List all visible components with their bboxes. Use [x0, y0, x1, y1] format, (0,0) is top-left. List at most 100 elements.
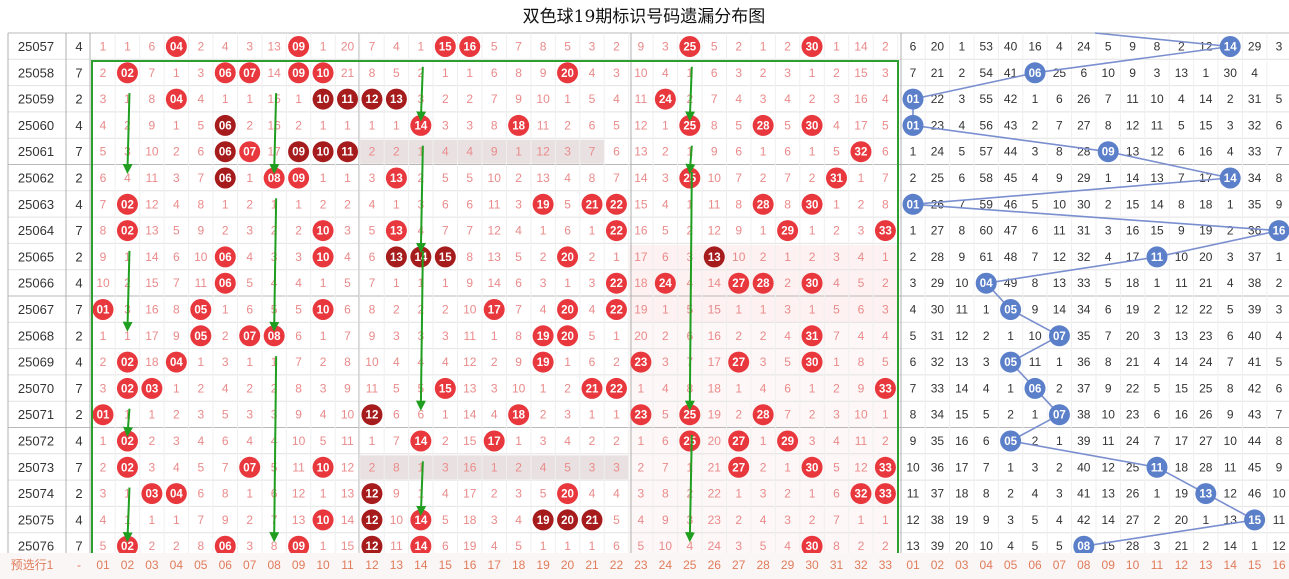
red-ball-number: 28	[757, 278, 770, 290]
miss-count: 1	[613, 250, 620, 264]
side-value: 2	[75, 92, 82, 107]
blue-miss-count: 2	[1276, 276, 1283, 290]
red-ball	[728, 456, 750, 478]
miss-count: 3	[515, 487, 522, 501]
blue-miss-count: 2	[983, 329, 990, 343]
red-ball-number: 19	[537, 199, 550, 211]
miss-count: 1	[418, 276, 425, 290]
miss-count: 5	[515, 539, 522, 553]
red-ball	[410, 535, 432, 557]
red-ball	[239, 141, 261, 163]
miss-count: 5	[295, 303, 302, 317]
miss-count: 8	[515, 66, 522, 80]
miss-count: 3	[564, 145, 571, 159]
blue-miss-count: 59	[980, 197, 994, 211]
blue-miss-count: 33	[931, 381, 945, 395]
side-value: 2	[75, 171, 82, 186]
blue-miss-count: 3	[1276, 40, 1283, 54]
red-ball-number: 31	[806, 331, 819, 343]
footer-red-number: 15	[439, 558, 453, 572]
blue-miss-count: 1	[1007, 460, 1014, 474]
miss-count: 2	[418, 303, 425, 317]
miss-count: 5	[173, 224, 180, 238]
miss-count: 1	[320, 40, 327, 54]
miss-count: 2	[246, 513, 253, 527]
miss-count: 8	[222, 487, 229, 501]
miss-count: 3	[784, 303, 791, 317]
blue-miss-count: 2	[1056, 460, 1063, 474]
red-ball	[141, 483, 163, 505]
side-value: 7	[75, 223, 82, 238]
miss-count: 13	[536, 171, 550, 185]
green-arrows	[122, 66, 696, 543]
miss-count: 8	[491, 118, 498, 132]
miss-count: 1	[320, 487, 327, 501]
miss-count: 11	[146, 171, 159, 185]
trend-segment	[912, 72, 1036, 100]
miss-count: 1	[320, 118, 327, 132]
footer-blue-number: 07	[1053, 558, 1067, 572]
blue-miss-count: 30	[1077, 197, 1091, 211]
miss-count: 7	[882, 171, 889, 185]
miss-count: 13	[341, 487, 355, 501]
footer-blue-number: 01	[906, 558, 920, 572]
blue-ball	[1073, 535, 1095, 557]
red-ball	[557, 509, 579, 531]
blue-miss-count: 1	[1056, 434, 1063, 448]
red-ball-number: 12	[366, 410, 379, 422]
miss-count: 8	[711, 118, 718, 132]
red-ball-number: 05	[194, 305, 207, 317]
miss-count: 9	[711, 145, 718, 159]
miss-count: 5	[564, 197, 571, 211]
miss-count: 2	[735, 408, 742, 422]
miss-count: 6	[833, 487, 840, 501]
blue-miss-count: 10	[1102, 66, 1116, 80]
miss-count: 1	[882, 513, 889, 527]
red-ball	[190, 299, 212, 320]
blue-miss-count: 6	[1227, 329, 1234, 343]
red-ball-number: 30	[806, 541, 819, 553]
miss-count: 3	[515, 197, 522, 211]
issue-label: 25060	[18, 118, 54, 133]
blue-miss-count: 11	[1273, 513, 1286, 527]
blue-miss-count: 20	[1175, 513, 1189, 527]
miss-count: 2	[124, 276, 131, 290]
blue-miss-count: 2	[958, 66, 965, 80]
miss-count: 12	[145, 197, 159, 211]
miss-count: 1	[809, 224, 816, 238]
footer-blue-number: 10	[1126, 558, 1140, 572]
side-value: 4	[75, 355, 82, 370]
blue-miss-count: 8	[1056, 145, 1063, 159]
blue-miss-count: 11	[1151, 118, 1164, 132]
blue-miss-count: 5	[1154, 381, 1161, 395]
blue-miss-count: 14	[1175, 355, 1189, 369]
miss-count: 10	[634, 66, 648, 80]
red-ball-number: 08	[268, 331, 281, 343]
miss-count: 7	[491, 92, 498, 106]
miss-count: 1	[222, 197, 229, 211]
footer-red-number: 05	[194, 558, 208, 572]
miss-count: 4	[613, 92, 620, 106]
blue-miss-count: 30	[1224, 66, 1238, 80]
red-ball-number: 10	[317, 94, 330, 106]
blue-miss-count: 37	[1248, 250, 1262, 264]
red-ball-number: 29	[781, 436, 794, 448]
miss-count: 16	[267, 118, 281, 132]
miss-count: 4	[784, 329, 791, 343]
blue-miss-count: 6	[1080, 66, 1087, 80]
miss-count: 1	[124, 40, 131, 54]
miss-count: 4	[246, 250, 253, 264]
miss-count: 9	[858, 381, 865, 395]
red-ball	[312, 220, 334, 242]
miss-count: 5	[613, 118, 620, 132]
miss-count: 7	[149, 66, 156, 80]
red-ball	[410, 430, 432, 452]
miss-count: 2	[882, 276, 889, 290]
red-ball	[777, 430, 799, 452]
miss-count: 15	[341, 539, 355, 553]
miss-count: 2	[295, 118, 302, 132]
red-ball-number: 15	[439, 383, 452, 395]
blue-miss-count: 4	[1227, 276, 1234, 290]
red-ball-number: 28	[757, 120, 770, 132]
red-ball	[679, 36, 701, 57]
